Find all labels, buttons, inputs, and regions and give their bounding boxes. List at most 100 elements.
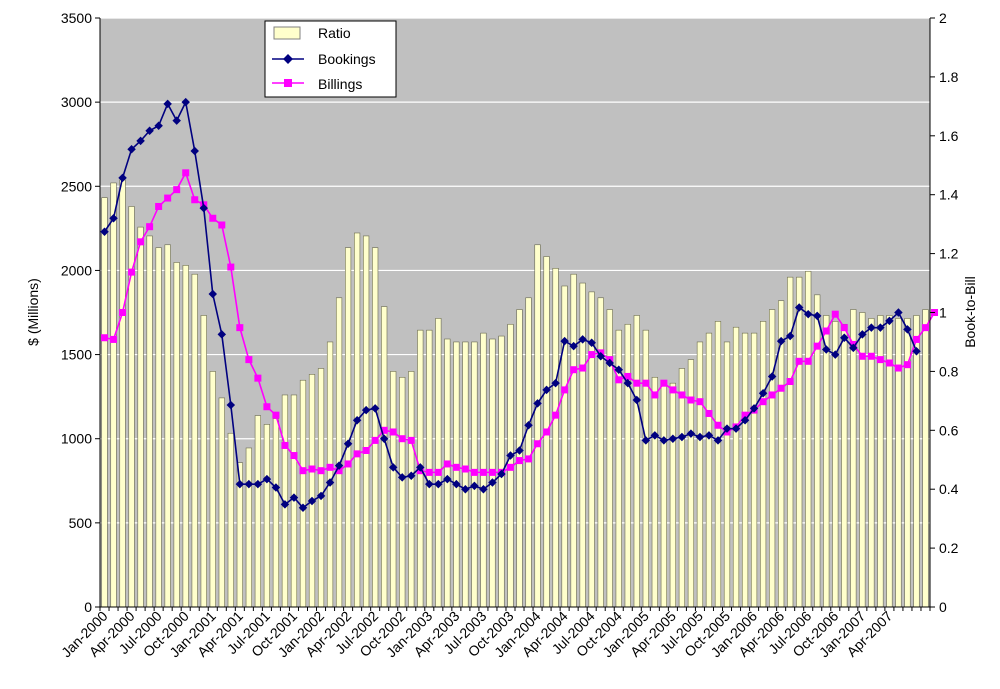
billings-point [795, 357, 803, 365]
y-tick-label: 1000 [61, 431, 92, 447]
bookings-point [181, 97, 190, 107]
billings-point [344, 460, 352, 468]
bookings-point [199, 203, 208, 213]
billings-point [371, 436, 379, 444]
ratio-bar [886, 315, 893, 608]
ratio-bar [723, 341, 731, 608]
ratio-bar [408, 371, 415, 608]
bookings-point [416, 463, 425, 472]
bookings-point [443, 474, 452, 484]
ratio-bar [913, 315, 920, 608]
bookings-point [650, 431, 660, 440]
billings-point [678, 391, 686, 399]
bookings-point [641, 436, 651, 445]
billings-point [660, 379, 668, 387]
billings-point [443, 460, 451, 468]
bookings-point [488, 478, 497, 487]
ratio-bar [209, 371, 216, 608]
ratio-bar [832, 321, 839, 608]
billings-point [831, 310, 839, 318]
ratio-bar [805, 270, 812, 608]
bookings-point [118, 173, 127, 183]
ratio-bar [272, 418, 280, 608]
billings-point [543, 428, 551, 436]
billings-point [290, 452, 298, 460]
bookings-point [876, 323, 885, 332]
billings-point [696, 398, 704, 406]
ratio-bar [101, 197, 108, 608]
bookings-point [452, 479, 461, 489]
bookings-point [776, 336, 786, 346]
y-axis-title: $ (Millions) [25, 278, 41, 346]
bookings-point [226, 400, 236, 410]
ratio-bar [173, 262, 180, 608]
billings-point [552, 411, 560, 419]
bookings-point [506, 451, 515, 460]
ratio-bar [119, 179, 126, 608]
bookings-point [542, 385, 551, 395]
bookings-point [903, 325, 912, 334]
bookings-point [533, 399, 542, 408]
bookings-point [361, 405, 371, 415]
bookings-point [271, 483, 281, 492]
billings-point [461, 465, 469, 473]
billings-point [398, 435, 406, 443]
ratio-bar [633, 315, 640, 608]
ratio-bar [390, 371, 397, 608]
ratio-bar [381, 306, 388, 608]
bookings-point [190, 146, 199, 156]
bookings-point [425, 479, 434, 489]
billings-point [633, 379, 641, 387]
billings-point [470, 468, 478, 476]
billings-point [876, 356, 884, 364]
ratio-bar [606, 309, 613, 608]
ratio-bar [227, 432, 234, 608]
billings-point [434, 468, 442, 476]
billings-point [182, 169, 190, 177]
ratio-bar [651, 376, 658, 608]
bookings-point [100, 227, 109, 236]
bookings-point [731, 424, 741, 433]
billings-point [146, 223, 154, 231]
billings-point [813, 342, 821, 350]
ratio-bar [579, 282, 586, 608]
ratio-bar [787, 276, 794, 608]
billings-point [561, 386, 569, 394]
ratio-bar [741, 332, 749, 608]
bookings-point [172, 116, 181, 125]
y-tick-label: 2500 [61, 178, 92, 194]
bookings-point [397, 473, 407, 482]
bookings-point [677, 432, 687, 442]
billings-point [624, 372, 632, 380]
bookings-point [551, 378, 560, 388]
bookings-point [794, 303, 804, 312]
billings-point [209, 214, 217, 222]
billings-point [155, 202, 163, 210]
billings-point [804, 357, 812, 365]
billings-point [362, 446, 370, 454]
bookings-point [479, 484, 488, 494]
bookings-point [560, 336, 569, 346]
ratio-bar [200, 315, 207, 608]
bookings-point [623, 378, 633, 388]
ratio-bar [534, 244, 541, 608]
ratio-bar [660, 382, 667, 608]
billings-point [570, 366, 578, 374]
billings-point [579, 364, 587, 372]
ratio-bar [308, 374, 316, 608]
ratio-bar [453, 341, 460, 608]
billings-point [714, 421, 722, 429]
ratio-bar [146, 235, 153, 608]
ratio-bar [525, 297, 532, 608]
billings-point [164, 194, 172, 202]
bookings-point [659, 436, 669, 445]
ratio-bar [110, 182, 117, 608]
billings-point [705, 409, 713, 417]
bookings-point [461, 484, 470, 494]
bookings-point [235, 479, 245, 489]
bookings-point [316, 491, 326, 501]
billings-point [588, 351, 596, 359]
billings-point [488, 468, 496, 476]
bookings-point [812, 311, 822, 321]
bookings-point [668, 434, 678, 443]
